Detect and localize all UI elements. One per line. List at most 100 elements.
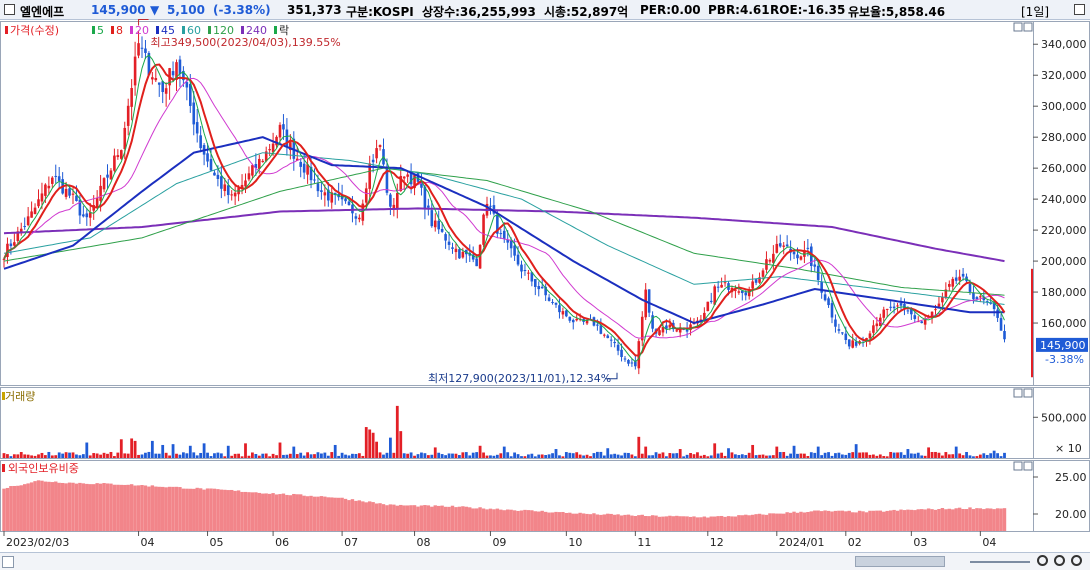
volume-bar xyxy=(513,452,516,458)
foreign-bar xyxy=(961,508,965,531)
volume-bar xyxy=(37,454,40,458)
volume-bar xyxy=(133,440,137,458)
candle-body xyxy=(865,337,868,342)
legend-ma-label: 20 xyxy=(135,24,149,37)
volume-bar xyxy=(426,455,430,458)
panel-minimize-icon[interactable] xyxy=(1013,388,1023,398)
candle-body xyxy=(899,303,903,306)
candle-body xyxy=(471,254,475,260)
foreign-bar xyxy=(464,506,468,531)
volume-bar xyxy=(989,453,993,458)
foreign-bar xyxy=(719,515,724,531)
volume-bar xyxy=(785,455,789,458)
foreign-bar xyxy=(226,490,230,531)
volume-bar xyxy=(627,452,630,458)
volume-bar xyxy=(2,453,6,458)
header-close-icon[interactable] xyxy=(1074,4,1085,15)
volume-bar xyxy=(395,405,399,458)
volume-bar xyxy=(295,454,299,458)
scroll-left-button[interactable] xyxy=(2,556,14,568)
foreign-bar xyxy=(285,494,289,531)
per-value: PER:0.00 xyxy=(640,3,701,17)
foreign-bar xyxy=(930,509,934,531)
zoom-reset-icon[interactable] xyxy=(1071,555,1082,566)
candle-body xyxy=(30,211,33,218)
foreign-bar xyxy=(840,510,845,531)
volume-bar xyxy=(623,452,627,458)
candle-body xyxy=(941,296,944,303)
candle-body xyxy=(396,193,399,209)
foreign-bar xyxy=(281,493,286,531)
foreign-bar xyxy=(485,509,489,531)
candle-body xyxy=(327,189,330,201)
foreign-bar xyxy=(292,493,296,531)
foreign-bar xyxy=(892,509,896,531)
candle-body xyxy=(810,246,813,267)
volume-bar xyxy=(251,452,254,458)
candle-body xyxy=(509,239,513,249)
candle-body xyxy=(623,358,627,360)
volume-bar xyxy=(64,452,68,458)
panel-close-icon[interactable] xyxy=(1023,388,1033,398)
candle-body xyxy=(537,286,541,290)
volume-bar xyxy=(837,452,841,458)
candle-body xyxy=(930,311,934,317)
candle-body xyxy=(706,301,710,312)
candle-body xyxy=(934,309,937,311)
volume-bar xyxy=(834,453,837,458)
ma8-line xyxy=(3,63,1006,357)
x-axis-label: 2023/02/03 xyxy=(6,536,69,549)
foreign-bar xyxy=(675,515,679,531)
panel-close-icon[interactable] xyxy=(1023,22,1033,32)
scroll-bar[interactable] xyxy=(0,552,1090,570)
volume-bar xyxy=(444,455,447,458)
volume-bar xyxy=(285,454,289,458)
foreign-bar xyxy=(136,485,141,531)
foreign-bar xyxy=(309,495,313,531)
volume-bar xyxy=(6,454,9,458)
panel-close-icon[interactable] xyxy=(1023,461,1033,471)
volume-bar xyxy=(696,452,699,458)
candle-body xyxy=(375,148,378,159)
candle-body xyxy=(737,291,741,293)
panel-minimize-icon[interactable] xyxy=(1013,461,1023,471)
period-button[interactable]: [1일] xyxy=(1021,5,1050,19)
candle-body xyxy=(113,155,116,171)
header-checkbox[interactable] xyxy=(4,4,15,15)
volume-bar xyxy=(12,454,16,458)
foreign-bar xyxy=(537,511,541,531)
volume-bar xyxy=(361,455,365,458)
candle-body xyxy=(133,56,137,86)
zoom-in-icon[interactable] xyxy=(1054,555,1065,566)
foreign-bar xyxy=(837,510,841,531)
candle-body xyxy=(844,333,848,341)
volume-bar xyxy=(872,454,875,458)
candle-body xyxy=(85,213,89,218)
volume-bar xyxy=(961,455,965,458)
foreign-bar xyxy=(633,515,638,531)
legend-ma-marker xyxy=(130,26,133,34)
candle-body xyxy=(358,217,361,220)
scroll-thumb[interactable] xyxy=(855,556,945,567)
legend-ma-label: 120 xyxy=(213,24,234,37)
volume-bar xyxy=(551,453,554,458)
zoom-slider[interactable] xyxy=(970,561,1030,563)
volume-bar xyxy=(699,455,703,458)
candle-body xyxy=(547,297,551,301)
volume-bar xyxy=(692,454,696,458)
candle-body xyxy=(948,283,951,287)
foreign-bar xyxy=(706,517,710,531)
foreign-bar xyxy=(499,509,503,531)
volume-bar xyxy=(354,453,358,458)
volume-bar xyxy=(885,456,889,458)
panel-minimize-icon[interactable] xyxy=(1013,22,1023,32)
zoom-out-icon[interactable] xyxy=(1037,555,1048,566)
volume-bar xyxy=(130,438,134,458)
candle-body xyxy=(951,278,955,287)
foreign-bar xyxy=(430,506,434,531)
foreign-bar xyxy=(833,510,838,531)
volume-bar xyxy=(978,454,982,458)
volume-bar xyxy=(972,456,975,458)
foreign-bar xyxy=(933,509,938,531)
